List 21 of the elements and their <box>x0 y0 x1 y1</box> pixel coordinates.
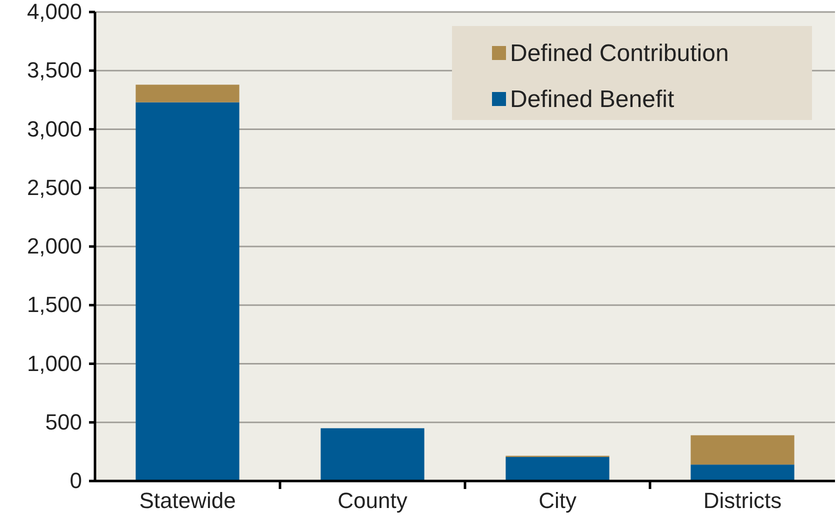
x-tick-label: Statewide <box>139 488 236 514</box>
legend-label: Defined Contribution <box>510 40 729 67</box>
bar <box>506 456 610 481</box>
bar <box>320 428 424 481</box>
bar <box>136 84 240 102</box>
y-tick-label: 1,500 <box>26 292 82 318</box>
bar <box>690 435 794 465</box>
bar <box>136 102 240 481</box>
bar <box>690 464 794 481</box>
y-tick-label: 3,500 <box>26 58 82 83</box>
y-tick-label: 1,000 <box>26 350 82 376</box>
y-tick-label: 500 <box>45 409 82 434</box>
x-tick-label: County <box>338 488 408 514</box>
legend-label: Defined Benefit <box>510 86 674 113</box>
y-tick-label: 0 <box>70 468 82 494</box>
x-tick-label: Districts <box>703 488 782 514</box>
y-tick-label: 2,500 <box>26 174 82 200</box>
y-tick-label: 2,000 <box>26 234 82 259</box>
y-tick-label: 3,000 <box>26 116 82 142</box>
x-tick-label: City <box>538 488 576 514</box>
y-tick-label: 4,000 <box>26 0 82 24</box>
